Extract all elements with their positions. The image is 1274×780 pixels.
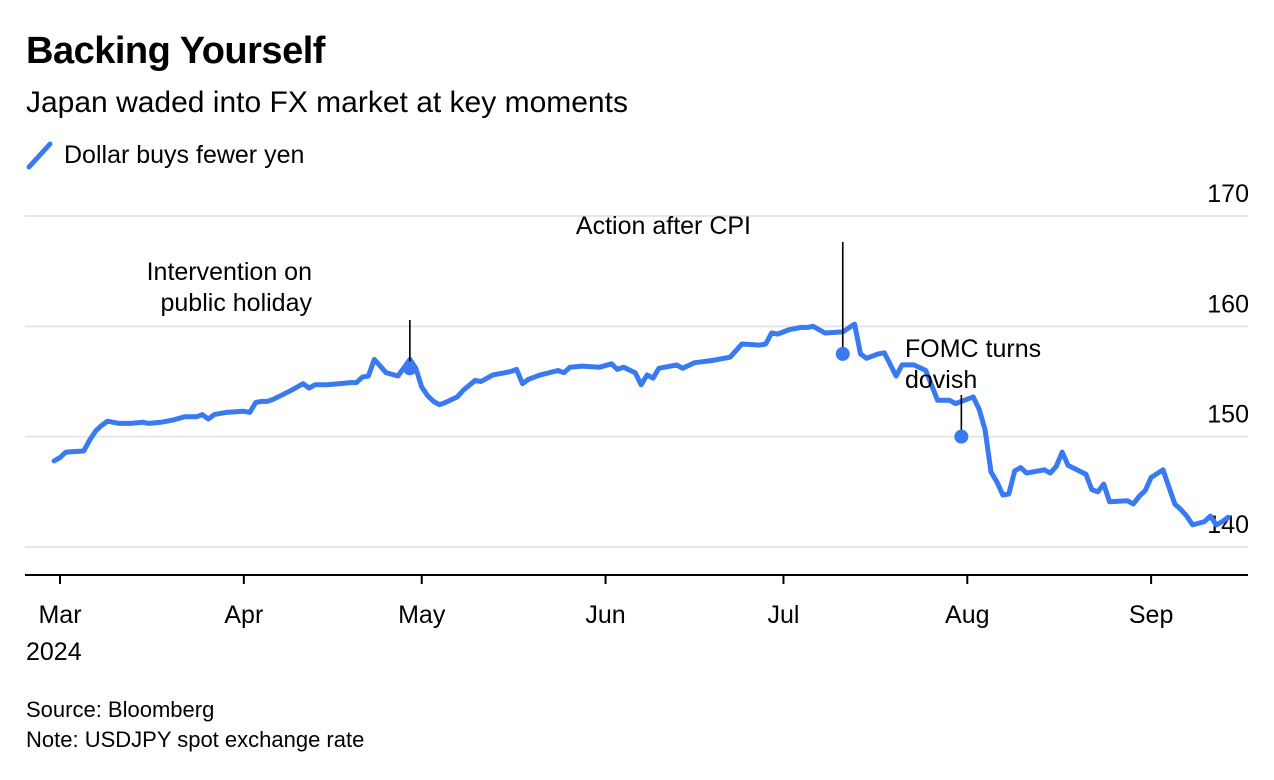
x-tick-label: May [398, 601, 446, 629]
y-tick-label: 150 [1207, 401, 1249, 429]
annotation-marker [835, 346, 850, 361]
x-tick-label: Jul [767, 601, 799, 629]
x-tick-year-label: 2024 [26, 638, 82, 666]
annotation-label: Intervention on [147, 258, 312, 286]
source-note: Source: Bloomberg [26, 697, 215, 722]
chart-subtitle: Japan waded into FX market at key moment… [26, 86, 628, 119]
x-tick-label: Jun [585, 601, 625, 629]
annotation-label: dovish [905, 366, 977, 394]
legend-line-icon [26, 141, 53, 170]
chart-title: Backing Yourself [26, 30, 325, 72]
annotation-label: public holiday [161, 289, 313, 317]
annotation-marker [954, 429, 969, 444]
series-line [51, 321, 1231, 528]
y-tick-label: 170 [1207, 180, 1249, 208]
annotation-label: FOMC turns [905, 335, 1041, 363]
annotation-label: Action after CPI [576, 212, 751, 240]
x-tick-label: Sep [1129, 601, 1173, 629]
footnote: Note: USDJPY spot exchange rate [26, 727, 365, 752]
x-tick-label: Mar [38, 601, 81, 629]
x-tick-label: Apr [224, 601, 263, 629]
x-tick-label: Aug [945, 601, 989, 629]
legend-label: Dollar buys fewer yen [64, 140, 305, 169]
legend: Dollar buys fewer yen [26, 140, 304, 170]
annotation-marker [402, 361, 417, 376]
y-tick-label: 160 [1207, 290, 1249, 318]
